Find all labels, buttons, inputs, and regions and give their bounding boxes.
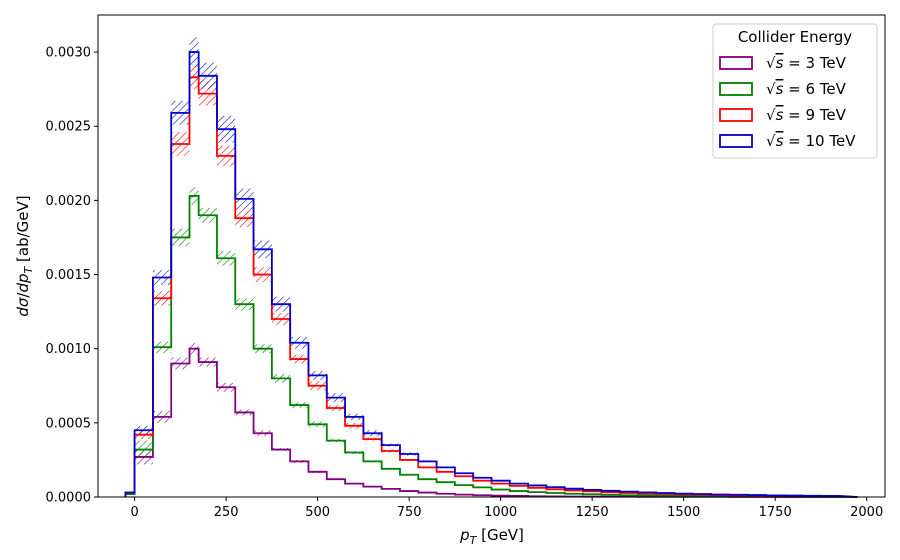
legend-swatch — [719, 56, 753, 70]
uncertainty-bands — [125, 37, 657, 497]
plot-frame — [97, 14, 886, 498]
x-tick-label: 1250 — [576, 505, 609, 520]
legend-swatch — [719, 134, 753, 148]
x-tick-label: 500 — [305, 505, 330, 520]
legend: Collider Energy √s = 3 TeV √s = 6 TeV √s =… — [712, 23, 878, 159]
legend-entry: √s = 6 TeV — [719, 80, 847, 98]
series-line-0 — [124, 347, 858, 498]
x-tick-label: 0 — [130, 505, 138, 520]
uncertainty-band-series-3 — [125, 37, 657, 494]
legend-entry: √s = 10 TeV — [719, 132, 856, 150]
legend-swatch — [719, 108, 753, 122]
y-tick-label: 0.0005 — [46, 416, 92, 431]
series-line-3 — [124, 51, 858, 498]
legend-label: √s = 3 TeV — [766, 54, 847, 72]
y-tick-label: 0.0010 — [46, 342, 92, 357]
x-tick-label: 750 — [397, 505, 422, 520]
x-tick-label: 250 — [214, 505, 239, 520]
y-tick-label: 0.0015 — [46, 268, 92, 283]
y-axis: 0.0000 0.0005 0.0010 0.0015 0.0020 0.0025 0.00… — [46, 46, 98, 506]
legend-label: √s = 9 TeV — [766, 106, 847, 124]
series-line-1 — [124, 195, 858, 498]
legend-swatch — [719, 82, 753, 96]
x-tick-label: 1750 — [759, 505, 792, 520]
legend-entry: √s = 3 TeV — [719, 54, 847, 72]
legend-label: √s = 6 TeV — [766, 80, 847, 98]
legend-title: Collider Energy — [738, 28, 852, 46]
uncertainty-band-series-2 — [125, 65, 657, 494]
uncertainty-band-series-0 — [125, 342, 547, 497]
legend-label: √s = 10 TeV — [766, 132, 856, 150]
y-tick-label: 0.0000 — [46, 491, 92, 506]
y-tick-label: 0.0025 — [46, 120, 92, 135]
x-axis-label: pT [GeV] — [459, 526, 524, 547]
legend-entry: √s = 9 TeV — [719, 106, 847, 124]
legend-box — [712, 23, 878, 159]
x-tick-label: 1500 — [667, 505, 700, 520]
x-axis: 0 250 500 750 1000 1250 1500 1750 2000 — [130, 497, 883, 520]
y-tick-label: 0.0030 — [46, 46, 92, 61]
y-tick-label: 0.0020 — [46, 194, 92, 209]
x-tick-label: 2000 — [850, 505, 883, 520]
y-axis-label: dσ/dpT [ab/GeV] — [14, 195, 35, 316]
x-tick-label: 1000 — [484, 505, 517, 520]
uncertainty-band-series-1 — [125, 187, 602, 495]
